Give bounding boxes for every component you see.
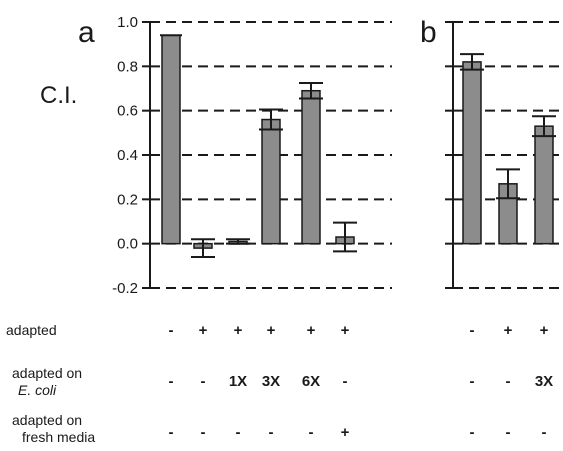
condition-cell: - [470,322,475,339]
condition-cell: - [470,373,475,390]
condition-cell: + [341,424,350,441]
error-bar [259,108,283,131]
y-tick-label: 0.2 [117,191,138,208]
row-label-adapted: adapted [6,322,57,338]
error-bars [460,53,556,200]
condition-cell: - [169,322,174,339]
condition-cell: - [269,424,274,441]
bar [534,125,554,245]
condition-cell: - [506,373,511,390]
error-bars [160,34,357,258]
condition-cell: - [542,424,547,441]
condition-cell: 1X [229,373,247,390]
row-label-e-coli: E. coli [18,382,57,398]
panel-b-letter: b [420,16,437,49]
error-bar [460,53,484,71]
condition-cell: - [201,373,206,390]
error-bar [496,168,520,200]
error-bar [532,115,556,138]
condition-cell: - [506,424,511,441]
condition-cell: + [307,322,316,339]
condition-cell: - [470,424,475,441]
y-tick-label: 1.0 [117,14,138,31]
bar [261,118,281,245]
bar [161,34,181,245]
row-label-fresh-media: fresh media [22,429,95,445]
condition-cell: - [236,424,241,441]
condition-cell: - [169,424,174,441]
y-tick-label: 0.0 [117,236,138,253]
error-bar [191,238,215,258]
y-tick-label: 0.4 [117,147,138,164]
condition-cell: 3X [535,373,553,390]
y-axis-title: C.I. [40,82,77,109]
condition-cell: 3X [262,373,280,390]
bar [301,89,321,245]
y-tick-labels: 1.0 0.8 0.6 0.4 0.2 0.0 -0.2 [112,14,138,297]
y-tick-label: -0.2 [112,280,138,297]
y-tick-label: 0.6 [117,103,138,120]
y-tick-label: 0.8 [117,58,138,75]
condition-cell: - [309,424,314,441]
condition-cell: + [341,322,350,339]
condition-cell: + [199,322,208,339]
panel-a-letter: a [78,16,95,49]
error-bar [333,221,357,253]
condition-cell: 6X [302,373,320,390]
condition-cell: + [267,322,276,339]
condition-cell: - [201,424,206,441]
condition-cell: + [234,322,243,339]
condition-table: adapted adapted on E. coli adapted on fr… [6,322,553,445]
condition-cell: - [169,373,174,390]
panel-b: b [420,16,560,289]
panel-a: a C.I. 1.0 0.8 0.6 0.4 0.2 0.0 -0.2 [40,14,392,297]
bar [462,61,482,245]
condition-cell: + [540,322,549,339]
error-bar [299,81,323,100]
error-bar [226,238,250,245]
condition-cell: - [343,373,348,390]
bars [462,61,554,245]
row-label-adapted-on-2: adapted on [12,412,82,428]
row-label-adapted-on-1: adapted on [12,365,82,381]
condition-cells: - + + + + + - - 1X 3X 6X - - - - - - + - + + - - 3X - - - [169,322,554,441]
condition-cell: + [504,322,513,339]
